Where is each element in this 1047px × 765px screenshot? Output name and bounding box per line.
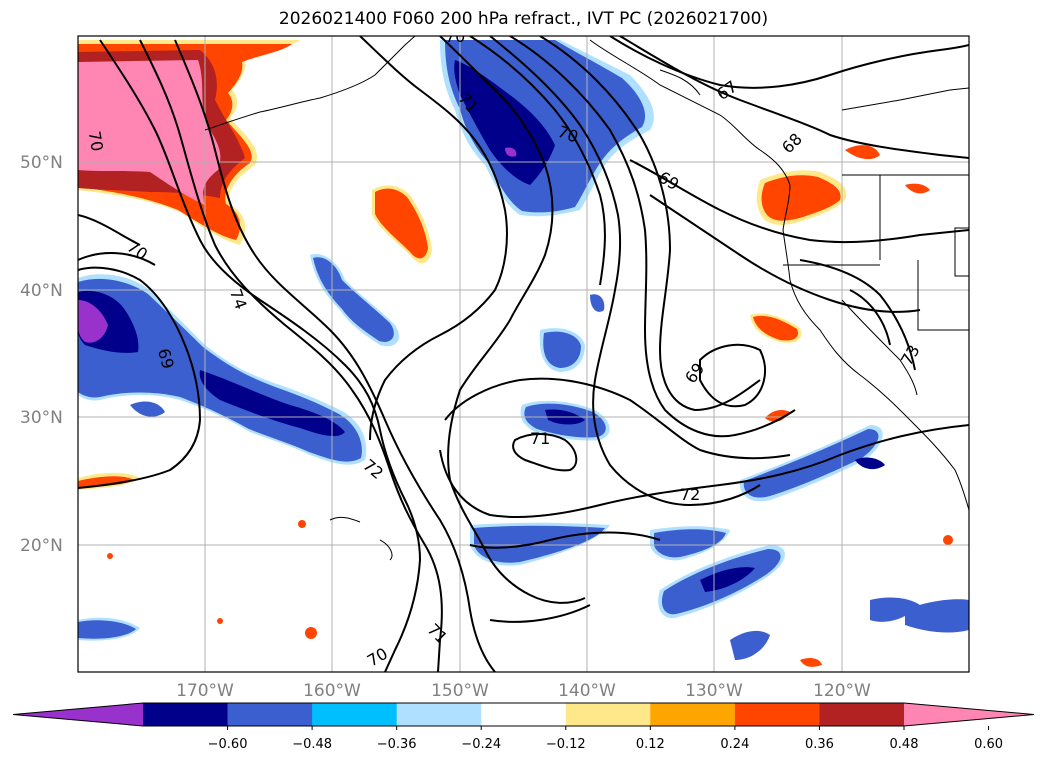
colorbar-segment — [481, 703, 567, 726]
colorbar-segment — [565, 703, 651, 726]
colorbar-tick-label: −0.48 — [292, 737, 332, 752]
colorbar: −0.60 −0.48 −0.36 −0.24 −0.12 0.12 0.24 0.36 0.4… — [12, 702, 1035, 752]
positive-anomaly-blobs — [78, 145, 953, 639]
colorbar-tick-label: 0.36 — [805, 737, 834, 752]
map-panel: 70 70 74 69 72 70 71 70 69 67 68 69 71 7… — [78, 27, 969, 672]
contour-label: 70 — [445, 27, 465, 46]
colorbar-segment — [312, 703, 398, 726]
colorbar-segment — [734, 703, 820, 726]
colorbar-segment — [819, 703, 905, 726]
colorbar-tick-label: 0.48 — [890, 737, 919, 752]
contour-label: 70 — [85, 130, 107, 153]
lon-label-120w: 120°W — [813, 681, 871, 701]
colorbar-tick-label: −0.36 — [377, 737, 417, 752]
colorbar-tick-label: 0.60 — [974, 737, 1003, 752]
map-frame — [77, 35, 970, 673]
colorbar-segment — [143, 703, 229, 726]
lon-label-160w: 160°W — [303, 681, 361, 701]
colorbar-tick-label: 0.24 — [720, 737, 749, 752]
colorbar-segment — [650, 703, 736, 726]
longitude-labels: 170°W 160°W 150°W 140°W 130°W 120°W — [176, 681, 871, 701]
colorbar-extend-high — [904, 703, 1034, 726]
contour-label: 72 — [680, 485, 700, 504]
lon-label-170w: 170°W — [176, 681, 234, 701]
contour-label: 71 — [530, 429, 550, 448]
lat-label-30n: 30°N — [20, 408, 63, 428]
lon-label-130w: 130°W — [685, 681, 743, 701]
lon-label-150w: 150°W — [431, 681, 489, 701]
lat-label-50n: 50°N — [20, 153, 63, 173]
colorbar-segment — [396, 703, 482, 726]
colorbar-outline — [12, 702, 1035, 727]
contour-label: 69 — [154, 346, 178, 371]
negative-anomaly-blobs — [78, 58, 969, 667]
colorbar-extend-low — [13, 703, 143, 726]
colorbar-tick-label: −0.12 — [546, 737, 586, 752]
colorbar-tick-label: −0.24 — [461, 737, 501, 752]
coastlines — [204, 36, 969, 561]
colorbar-tick-label: 0.12 — [636, 737, 665, 752]
lat-label-20n: 20°N — [20, 536, 63, 556]
colorbar-tick-label: −0.60 — [208, 737, 248, 752]
colorbar-segment — [227, 703, 313, 726]
lat-label-40n: 40°N — [20, 281, 63, 301]
latitude-labels: 50°N 40°N 30°N 20°N — [20, 153, 63, 556]
lon-label-140w: 140°W — [558, 681, 616, 701]
map-title: 2026021400 F060 200 hPa refract., IVT PC… — [278, 9, 769, 29]
contour-lines — [78, 36, 969, 672]
